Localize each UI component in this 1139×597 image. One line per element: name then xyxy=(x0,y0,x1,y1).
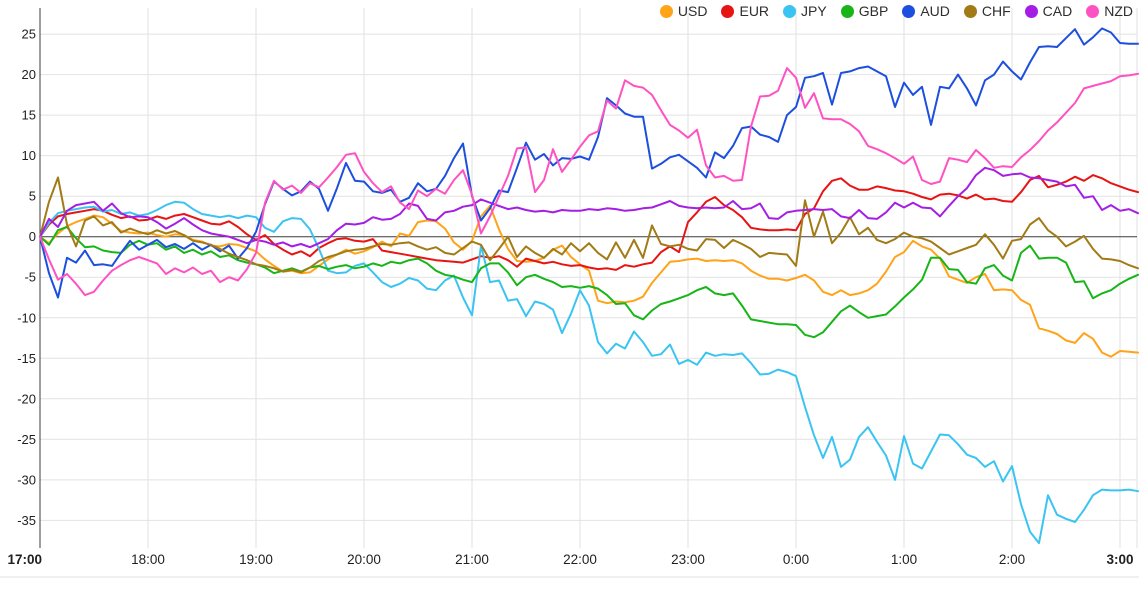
x-tick-label: 17:00 xyxy=(7,552,42,567)
x-tick-label: 22:00 xyxy=(563,552,597,567)
legend-item-nzd[interactable]: NZD xyxy=(1086,3,1133,19)
chart-legend: USD EUR JPY GBP AUD CHF CAD NZD xyxy=(659,3,1133,19)
y-tick-label: -20 xyxy=(17,391,36,406)
legend-item-usd[interactable]: USD xyxy=(659,3,708,19)
y-tick-label: 20 xyxy=(22,67,36,82)
legend-label: NZD xyxy=(1104,3,1133,19)
legend-label: JPY xyxy=(801,3,827,19)
series-line-aud xyxy=(39,27,1139,299)
y-tick-label: 5 xyxy=(29,189,36,204)
legend-dot-aud-icon xyxy=(902,4,916,18)
y-tick-label: 10 xyxy=(22,148,36,163)
legend-label: EUR xyxy=(739,3,770,19)
legend-dot-chf-icon xyxy=(963,4,977,18)
legend-label: CAD xyxy=(1042,3,1073,19)
legend-item-gbp[interactable]: GBP xyxy=(840,3,889,19)
series-line-gbp xyxy=(39,226,1139,339)
series-line-usd xyxy=(39,204,1139,358)
y-tick-label: -15 xyxy=(17,351,36,366)
legend-label: AUD xyxy=(920,3,950,19)
x-tick-label: 2:00 xyxy=(999,552,1025,567)
legend-item-cad[interactable]: CAD xyxy=(1024,3,1073,19)
legend-dot-usd-icon xyxy=(659,4,673,18)
y-tick-label: 0 xyxy=(29,229,36,244)
x-tick-label: 1:00 xyxy=(891,552,917,567)
x-tick-label: 3:00 xyxy=(1106,552,1133,567)
legend-dot-jpy-icon xyxy=(783,4,797,18)
legend-item-chf[interactable]: CHF xyxy=(963,3,1011,19)
legend-item-eur[interactable]: EUR xyxy=(721,3,769,19)
y-tick-label: -5 xyxy=(24,270,36,285)
legend-dot-cad-icon xyxy=(1024,4,1038,18)
y-tick-label: -25 xyxy=(17,432,36,447)
x-tick-label: 20:00 xyxy=(347,552,381,567)
x-tick-label: 19:00 xyxy=(239,552,273,567)
legend-dot-nzd-icon xyxy=(1086,4,1100,18)
y-tick-label: -35 xyxy=(17,513,36,528)
x-tick-label: 21:00 xyxy=(455,552,489,567)
x-tick-label: 23:00 xyxy=(671,552,705,567)
legend-label: USD xyxy=(677,3,708,19)
series-line-eur xyxy=(39,174,1139,271)
series-line-jpy xyxy=(39,200,1139,545)
x-tick-label: 18:00 xyxy=(131,552,165,567)
x-tick-label: 0:00 xyxy=(783,552,809,567)
y-tick-label: -30 xyxy=(17,472,36,487)
legend-label: GBP xyxy=(858,3,889,19)
legend-item-jpy[interactable]: JPY xyxy=(783,3,827,19)
legend-label: CHF xyxy=(981,3,1011,19)
legend-item-aud[interactable]: AUD xyxy=(902,3,950,19)
series-line-chf xyxy=(39,176,1139,274)
y-tick-label: -10 xyxy=(17,310,36,325)
series-line-cad xyxy=(39,166,1139,249)
legend-dot-gbp-icon xyxy=(840,4,854,18)
y-tick-label: 25 xyxy=(22,27,36,42)
series-line-nzd xyxy=(39,67,1139,297)
y-tick-label: 15 xyxy=(22,108,36,123)
legend-dot-eur-icon xyxy=(721,4,735,18)
